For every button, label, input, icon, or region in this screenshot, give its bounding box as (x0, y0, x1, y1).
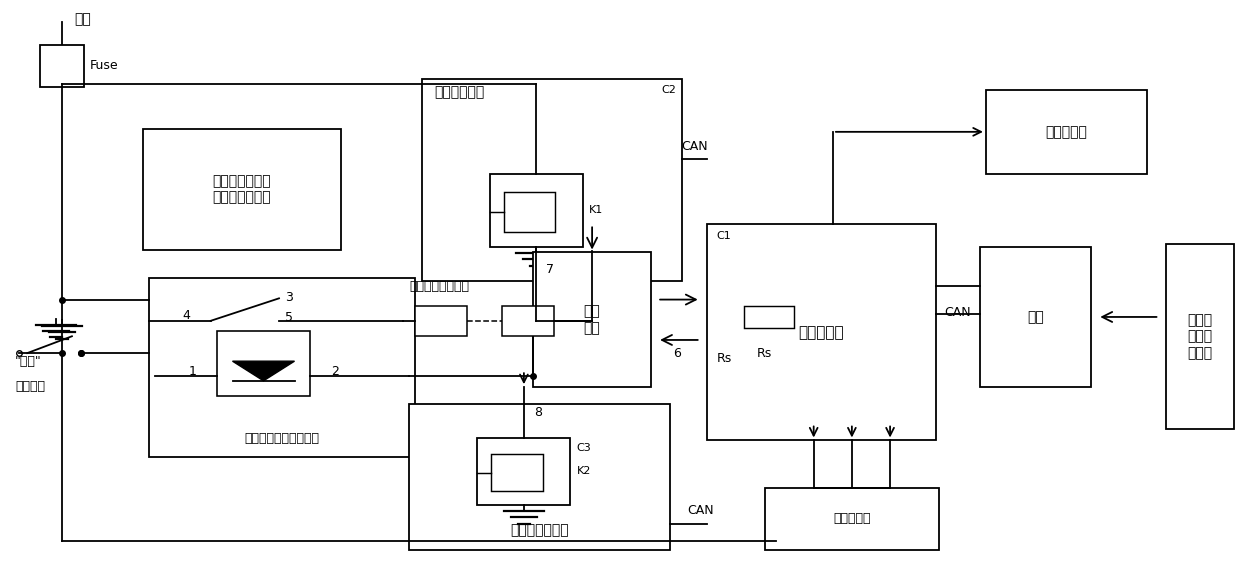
Text: 6: 6 (673, 347, 681, 361)
Bar (533, 252, 651, 387)
Text: 3: 3 (285, 291, 293, 304)
Text: 逻辑
电路: 逻辑 电路 (584, 305, 600, 335)
Text: 7: 7 (546, 263, 554, 276)
Text: 翘板开关: 翘板开关 (15, 380, 45, 393)
Bar (502, 306, 554, 337)
Text: 电源: 电源 (74, 13, 92, 26)
Bar (409, 404, 670, 550)
Bar (477, 438, 570, 505)
Text: C2: C2 (661, 85, 676, 95)
Text: C3: C3 (577, 443, 591, 453)
Text: 燃料电池控制器: 燃料电池控制器 (510, 523, 569, 537)
Text: Fuse: Fuse (89, 59, 118, 72)
Text: 5: 5 (285, 311, 293, 324)
Text: 整车控制器: 整车控制器 (799, 325, 844, 340)
Bar (707, 224, 936, 440)
Bar (40, 45, 84, 87)
Text: "氢阀": "氢阀" (15, 355, 42, 368)
Text: CAN: CAN (945, 306, 971, 319)
Text: Rs: Rs (756, 347, 771, 361)
Text: C1: C1 (717, 231, 732, 241)
Bar (980, 247, 1091, 387)
Bar (490, 174, 583, 247)
Text: 仪表: 仪表 (1027, 310, 1044, 324)
Text: 浓度、压力、温
度等气体传感器: 浓度、压力、温 度等气体传感器 (212, 174, 272, 204)
Bar (149, 278, 415, 457)
Bar (986, 90, 1147, 174)
Bar (1166, 244, 1234, 429)
Bar (143, 129, 341, 250)
Polygon shape (233, 361, 295, 381)
Text: 碰撞传感器: 碰撞传感器 (833, 512, 870, 526)
Bar (415, 306, 467, 337)
Bar (765, 488, 939, 550)
Text: 瓶口阀供电控制继电器: 瓶口阀供电控制继电器 (244, 432, 320, 445)
Text: Rs: Rs (717, 352, 732, 365)
Text: K1: K1 (589, 205, 603, 215)
Text: 1: 1 (188, 365, 196, 379)
Bar (217, 331, 310, 396)
Text: 高压配电柜: 高压配电柜 (1045, 125, 1087, 139)
Text: 加氢舱
舱门接
近开关: 加氢舱 舱门接 近开关 (1187, 314, 1213, 360)
Text: CAN: CAN (681, 140, 708, 153)
Bar (422, 79, 682, 280)
Text: CAN: CAN (687, 504, 714, 517)
Text: K2: K2 (577, 466, 591, 476)
Text: 2: 2 (331, 365, 339, 379)
Bar (744, 306, 794, 328)
Text: 4: 4 (182, 309, 190, 321)
Bar (503, 192, 556, 232)
Text: 氢瓶口电磁阀若干: 氢瓶口电磁阀若干 (409, 280, 469, 293)
Bar (491, 454, 543, 491)
Text: 8: 8 (533, 406, 542, 419)
Text: 氢系统控制器: 氢系统控制器 (434, 85, 485, 99)
